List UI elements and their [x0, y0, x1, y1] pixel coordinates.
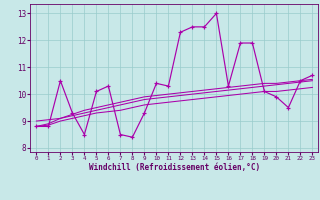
X-axis label: Windchill (Refroidissement éolien,°C): Windchill (Refroidissement éolien,°C): [89, 163, 260, 172]
